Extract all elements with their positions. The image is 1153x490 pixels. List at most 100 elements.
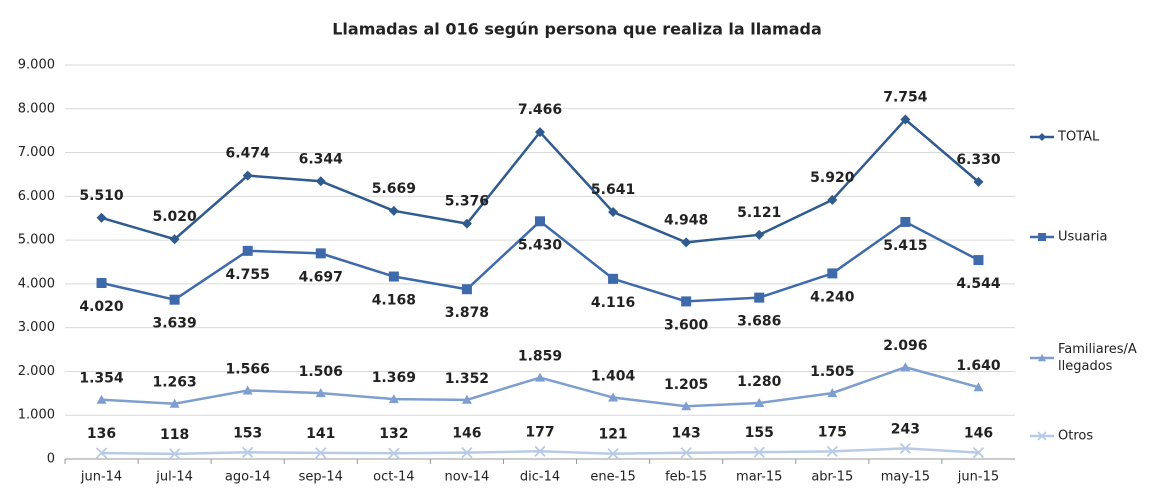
data-label: 5.641 (591, 182, 635, 198)
data-label: 5.430 (518, 237, 563, 253)
data-label: 6.474 (226, 146, 271, 162)
data-label: 1.280 (737, 374, 782, 390)
data-label: 143 (672, 426, 701, 442)
data-label: 2.096 (883, 338, 927, 354)
marker (973, 176, 984, 187)
data-label: 6.344 (299, 151, 344, 167)
marker (607, 448, 619, 460)
marker (1038, 233, 1046, 241)
marker (535, 372, 545, 382)
marker (680, 447, 692, 459)
x-tick-label: jul-14 (155, 470, 193, 485)
data-label: 4.240 (810, 289, 855, 305)
x-tick-label: oct-14 (373, 470, 414, 485)
x-tick-label: feb-15 (665, 470, 707, 485)
data-label: 136 (87, 426, 116, 442)
marker (753, 446, 765, 458)
marker (461, 284, 472, 295)
marker (169, 294, 180, 305)
marker (461, 394, 472, 404)
marker (388, 271, 399, 282)
marker (315, 176, 326, 187)
marker (388, 394, 399, 404)
marker (535, 127, 545, 138)
legend-label: TOTAL (1058, 129, 1100, 145)
data-label: 3.600 (664, 317, 709, 333)
data-label: 4.755 (226, 267, 270, 283)
data-label: 1.354 (79, 371, 124, 387)
y-tick-label: 5.000 (18, 233, 55, 248)
x-tick-label: may-15 (881, 470, 930, 485)
data-label: 1.640 (956, 358, 1001, 374)
x-tick-label: jun-14 (80, 470, 122, 485)
data-label: 5.415 (883, 238, 927, 254)
data-label: 132 (379, 426, 408, 442)
marker (900, 216, 911, 227)
chart-title: Llamadas al 016 según persona que realiz… (332, 20, 822, 39)
y-tick-label: 9.000 (18, 58, 55, 73)
legend-label: Familiares/Allegados (1058, 342, 1137, 374)
marker (973, 255, 984, 266)
marker (754, 229, 765, 240)
marker (899, 442, 912, 454)
y-tick-label: 8.000 (18, 101, 55, 116)
data-label: 4.020 (79, 299, 124, 315)
marker (95, 447, 108, 459)
data-label: 153 (233, 425, 262, 441)
data-label: 118 (160, 427, 189, 443)
data-label: 1.263 (152, 375, 196, 391)
data-label: 1.404 (591, 369, 636, 385)
data-label: 146 (964, 426, 993, 442)
marker (900, 114, 911, 125)
data-label: 5.669 (372, 181, 416, 197)
marker (900, 362, 911, 372)
marker (242, 385, 253, 395)
x-tick-label: sep-14 (299, 470, 343, 485)
x-tick-label: dic-14 (520, 470, 560, 485)
marker (681, 401, 692, 411)
data-label: 7.466 (518, 102, 562, 118)
x-tick-label: abr-15 (811, 470, 853, 485)
data-label: 5.920 (810, 170, 855, 186)
marker (534, 445, 546, 457)
data-label: 3.686 (737, 314, 781, 330)
data-label: 3.878 (445, 305, 489, 321)
data-label: 5.510 (79, 188, 124, 204)
marker (1037, 431, 1047, 441)
marker (461, 446, 473, 459)
marker (315, 447, 327, 459)
marker (1038, 133, 1046, 141)
data-label: 1.505 (810, 364, 854, 380)
marker (169, 234, 180, 245)
marker (608, 273, 619, 284)
y-tick-label: 3.000 (18, 320, 55, 335)
marker (96, 278, 107, 289)
marker (827, 194, 838, 205)
y-tick-label: 4.000 (18, 276, 55, 291)
data-label: 4.697 (299, 269, 343, 285)
x-tick-label: jun-15 (957, 470, 999, 485)
data-label: 4.116 (591, 295, 635, 311)
marker (681, 237, 692, 248)
marker (827, 268, 838, 279)
marker (608, 207, 619, 218)
data-label: 1.369 (372, 370, 416, 386)
marker (972, 446, 985, 459)
data-label: 5.376 (445, 194, 489, 210)
marker (461, 218, 472, 229)
data-label: 1.566 (226, 361, 270, 377)
marker (388, 447, 400, 459)
data-label: 1.506 (299, 364, 343, 380)
marker (242, 170, 253, 181)
x-tick-label: ago-14 (225, 470, 271, 485)
x-tick-label: ene-15 (590, 470, 635, 485)
marker (754, 292, 765, 303)
data-label: 4.544 (956, 276, 1001, 292)
data-label: 4.168 (372, 293, 416, 309)
data-label: 141 (306, 426, 335, 442)
y-tick-label: 7.000 (18, 145, 55, 160)
legend-label: Otros (1058, 428, 1094, 444)
data-label: 175 (818, 424, 847, 440)
